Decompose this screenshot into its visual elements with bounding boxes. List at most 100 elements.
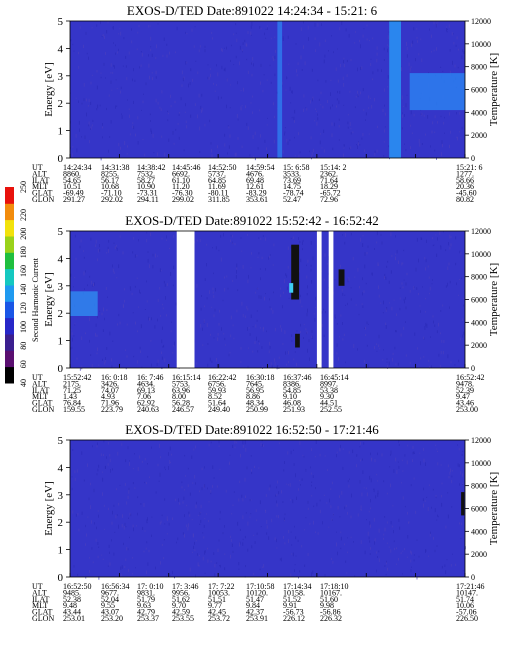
noise-mark: [462, 49, 464, 53]
noise-mark: [220, 96, 222, 99]
y2-tick-label: 8000: [471, 63, 487, 72]
noise-mark: [319, 140, 321, 145]
noise-mark: [413, 451, 415, 454]
noise-mark: [244, 575, 246, 578]
noise-mark: [449, 471, 451, 475]
noise-mark: [235, 32, 237, 34]
ephemeris-value: 16:45:14: [320, 373, 348, 382]
noise-mark: [350, 128, 352, 130]
noise-mark: [451, 475, 453, 478]
ephemeris-value: 10167.: [320, 588, 342, 597]
noise-mark: [357, 268, 359, 272]
noise-mark: [442, 70, 444, 72]
noise-mark: [112, 510, 113, 515]
noise-mark: [403, 326, 405, 330]
y-tick-label: 0: [58, 572, 64, 584]
noise-mark: [123, 525, 125, 530]
ephemeris-row-label: GLON: [32, 614, 54, 623]
noise-mark: [281, 490, 282, 494]
noise-mark: [438, 353, 440, 357]
noise-mark: [415, 58, 416, 62]
noise-mark: [374, 459, 376, 463]
noise-mark: [411, 566, 412, 568]
noise-mark: [245, 512, 247, 514]
noise-mark: [384, 527, 386, 532]
noise-mark: [304, 61, 306, 66]
noise-mark: [332, 104, 333, 107]
noise-mark: [268, 350, 270, 354]
noise-mark: [296, 496, 297, 500]
noise-mark: [144, 481, 145, 484]
noise-mark: [389, 466, 391, 468]
noise-mark: [304, 564, 306, 567]
noise-mark: [439, 365, 441, 369]
noise-mark: [431, 34, 432, 38]
noise-mark: [324, 455, 326, 457]
noise-mark: [314, 22, 316, 27]
noise-mark: [234, 243, 236, 246]
noise-mark: [265, 268, 266, 271]
noise-mark: [345, 361, 346, 364]
noise-mark: [433, 21, 435, 25]
noise-mark: [278, 491, 280, 495]
noise-mark: [250, 102, 252, 104]
noise-mark: [195, 574, 196, 578]
ephemeris-value: 3426.: [101, 379, 119, 388]
spectrogram-speck: [295, 333, 300, 348]
noise-mark: [194, 474, 196, 479]
noise-mark: [436, 448, 438, 450]
noise-mark: [85, 31, 87, 35]
noise-mark: [413, 477, 415, 480]
ephemeris-row-label: GLAT: [32, 608, 53, 617]
noise-mark: [340, 536, 342, 541]
noise-mark: [390, 549, 392, 553]
noise-mark: [323, 494, 325, 496]
noise-mark: [429, 286, 431, 291]
noise-mark: [369, 521, 371, 526]
noise-mark: [107, 463, 109, 466]
noise-mark: [345, 304, 346, 306]
noise-mark: [437, 450, 438, 452]
y-axis-label: Energy [eV]: [43, 481, 55, 535]
noise-mark: [86, 533, 87, 537]
noise-mark: [155, 253, 156, 258]
noise-mark: [98, 514, 99, 518]
noise-mark: [169, 460, 171, 464]
noise-mark: [83, 250, 84, 252]
noise-mark: [159, 522, 161, 525]
noise-mark: [322, 521, 323, 525]
noise-mark: [201, 110, 202, 113]
noise-mark: [162, 303, 163, 306]
noise-mark: [113, 242, 115, 244]
noise-mark: [359, 480, 361, 484]
y2-tick-label: 10000: [471, 250, 491, 259]
noise-mark: [161, 351, 162, 354]
noise-mark: [434, 508, 436, 513]
ephemeris-value: 353.61: [246, 195, 268, 204]
noise-mark: [76, 357, 78, 360]
noise-mark: [459, 112, 461, 115]
noise-mark: [120, 146, 121, 150]
noise-mark: [416, 287, 418, 290]
noise-mark: [242, 265, 244, 269]
noise-mark: [310, 466, 311, 469]
noise-mark: [341, 491, 343, 495]
y2-tick-label: 12000: [471, 227, 491, 236]
noise-mark: [241, 301, 243, 306]
noise-mark: [100, 453, 102, 457]
noise-mark: [72, 146, 74, 148]
noise-mark: [150, 120, 151, 122]
noise-mark: [457, 136, 458, 141]
noise-mark: [242, 440, 244, 445]
noise-mark: [172, 352, 174, 354]
noise-mark: [148, 549, 150, 553]
noise-mark: [374, 150, 376, 153]
noise-mark: [195, 504, 197, 509]
noise-mark: [362, 277, 363, 281]
noise-mark: [276, 493, 278, 496]
noise-mark: [300, 323, 301, 327]
noise-mark: [292, 499, 294, 504]
noise-mark: [408, 522, 409, 524]
noise-mark: [336, 323, 338, 325]
noise-mark: [315, 49, 316, 52]
